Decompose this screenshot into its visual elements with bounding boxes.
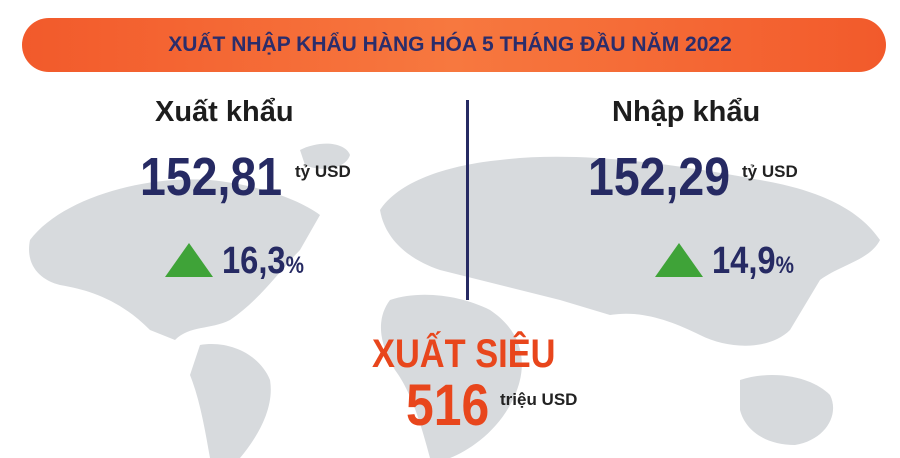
up-arrow bbox=[655, 243, 703, 277]
divider bbox=[466, 100, 469, 300]
surplus-label: XUẤT SIÊU bbox=[372, 332, 556, 376]
title-banner bbox=[22, 18, 886, 72]
export-growth: 16,3% bbox=[222, 240, 304, 283]
export-value: 152,81 bbox=[140, 147, 283, 207]
import-growth: 14,9% bbox=[712, 240, 794, 283]
growth-value: 14,9 bbox=[712, 240, 776, 282]
up-arrow bbox=[165, 243, 213, 277]
title: XUẤT NHẬP KHẨU HÀNG HÓA 5 THÁNG ĐẦU NĂM … bbox=[168, 33, 732, 56]
export-label: Xuất khẩu bbox=[155, 96, 294, 128]
surplus-value: 516 bbox=[406, 373, 490, 438]
growth-unit: % bbox=[775, 252, 794, 279]
growth-value: 16,3 bbox=[222, 240, 286, 282]
import-label: Nhập khẩu bbox=[612, 96, 761, 128]
surplus-unit: triệu USD bbox=[500, 390, 578, 409]
import-unit: tỷ USD bbox=[742, 162, 798, 181]
import-value: 152,29 bbox=[588, 147, 731, 207]
growth-unit: % bbox=[285, 252, 304, 279]
export-unit: tỷ USD bbox=[295, 162, 351, 181]
